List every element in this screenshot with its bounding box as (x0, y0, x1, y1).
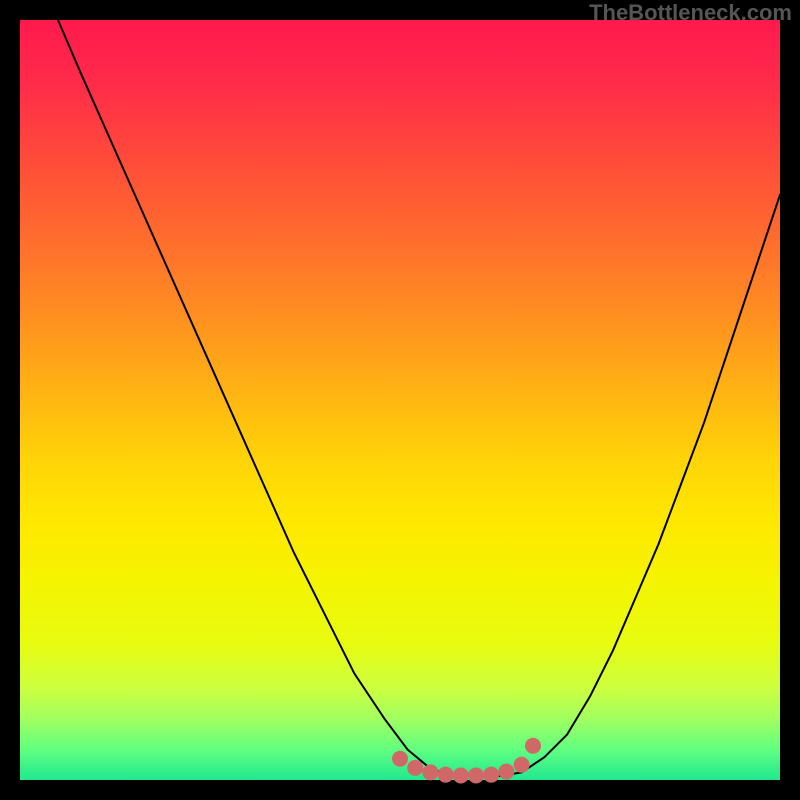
chart-svg (0, 0, 800, 800)
marker-dot (498, 764, 514, 780)
watermark-text: TheBottleneck.com (589, 0, 792, 26)
marker-dot (392, 751, 408, 767)
bottleneck-chart: TheBottleneck.com (0, 0, 800, 800)
marker-dot (438, 767, 454, 783)
marker-dot (525, 738, 541, 754)
marker-dot (483, 767, 499, 783)
marker-dot (407, 760, 423, 776)
plot-background (20, 20, 780, 780)
marker-dot (514, 757, 530, 773)
marker-dot (468, 767, 484, 783)
marker-dot (453, 767, 469, 783)
marker-dot (422, 764, 438, 780)
